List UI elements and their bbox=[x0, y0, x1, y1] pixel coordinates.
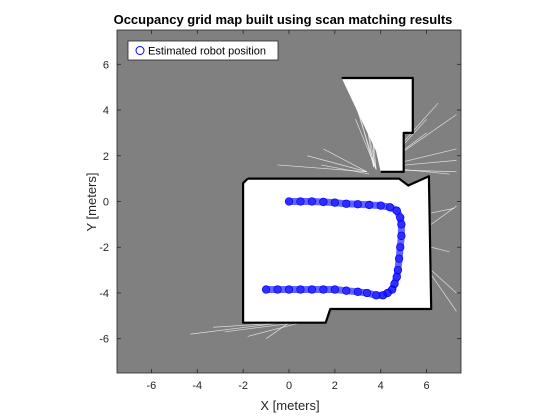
scan-ray bbox=[431, 246, 450, 253]
robot-position-point bbox=[378, 291, 388, 300]
x-tick-label: 6 bbox=[424, 380, 430, 392]
scan-ray bbox=[224, 322, 296, 333]
scan-ray bbox=[430, 274, 457, 312]
y-axis-label: Y [meters] bbox=[84, 172, 99, 231]
robot-position-point bbox=[365, 200, 374, 210]
y-tick-label: -6 bbox=[99, 334, 109, 346]
occupied-wall bbox=[242, 175, 433, 324]
robot-position-point bbox=[296, 285, 305, 294]
robot-position-point bbox=[284, 197, 294, 206]
robot-position-point bbox=[353, 287, 362, 296]
robot-position-point bbox=[273, 285, 282, 294]
scan-ray bbox=[190, 322, 283, 335]
plot-area bbox=[116, 29, 462, 374]
y-tick-label: -2 bbox=[99, 242, 109, 254]
robot-position-point bbox=[396, 213, 405, 222]
legend-label: Estimated robot position bbox=[148, 46, 266, 58]
y-tick-label: -4 bbox=[99, 288, 109, 300]
scan-ray bbox=[307, 155, 368, 173]
legend-box bbox=[127, 40, 279, 61]
robot-position-point bbox=[392, 206, 401, 215]
robot-position-point bbox=[396, 243, 405, 252]
x-tick-label: 2 bbox=[332, 380, 338, 392]
scan-ray bbox=[430, 205, 457, 225]
x-tick-label: -6 bbox=[147, 380, 157, 392]
scan-ray bbox=[265, 322, 290, 339]
robot-position-point bbox=[342, 286, 351, 295]
robot-position-point bbox=[307, 197, 317, 206]
x-axis-label: X [meters] bbox=[260, 398, 319, 413]
robot-position-point bbox=[371, 291, 381, 300]
legend: Estimated robot position bbox=[127, 40, 279, 61]
robot-position-point bbox=[330, 285, 340, 294]
x-tick-label: 4 bbox=[378, 380, 384, 392]
robot-position-point bbox=[397, 231, 406, 240]
robot-position-point bbox=[296, 197, 305, 206]
robot-position-point bbox=[376, 201, 385, 210]
robot-position-point bbox=[353, 200, 362, 209]
free-space-region bbox=[341, 78, 413, 172]
y-tick-label: 0 bbox=[103, 197, 109, 209]
robot-position-point bbox=[319, 197, 328, 207]
robot-position-point bbox=[394, 254, 404, 263]
robot-position-point bbox=[392, 272, 401, 282]
robot-position-point bbox=[393, 265, 403, 275]
robot-position-point bbox=[342, 199, 351, 208]
robot-position-point bbox=[362, 288, 372, 298]
scan-ray bbox=[430, 269, 457, 294]
robot-position-point bbox=[284, 285, 294, 294]
robot-position-point bbox=[397, 220, 406, 229]
occupied-wall bbox=[341, 76, 414, 173]
scan-ray bbox=[247, 322, 301, 337]
axis-ticks: -6 -4 -2 0 2 4 6 -6 -4 -2 0 2 4 6 bbox=[99, 30, 461, 392]
y-tick-label: 2 bbox=[103, 151, 109, 163]
y-tick-label: 4 bbox=[103, 105, 109, 117]
legend-marker-icon bbox=[135, 46, 145, 55]
scan-ray bbox=[321, 164, 370, 175]
x-tick-label: 0 bbox=[286, 380, 292, 392]
robot-position-point bbox=[319, 285, 328, 294]
robot-position-point bbox=[261, 285, 271, 294]
robot-position-point bbox=[385, 203, 395, 212]
y-tick-label: 6 bbox=[103, 59, 109, 71]
x-tick-label: -2 bbox=[238, 380, 248, 392]
scan-ray bbox=[323, 148, 368, 173]
robot-position-point bbox=[307, 285, 317, 294]
x-tick-label: -4 bbox=[192, 380, 202, 392]
robot-position-point bbox=[330, 198, 340, 207]
chart-title: Occupancy grid map built using scan matc… bbox=[114, 12, 453, 27]
scan-ray bbox=[431, 208, 455, 214]
